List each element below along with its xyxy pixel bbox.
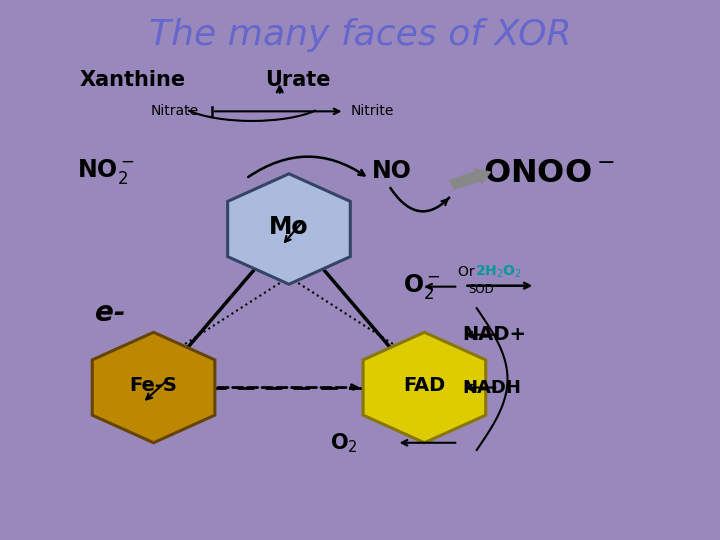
Text: O$_2$: O$_2$	[330, 431, 359, 455]
Polygon shape	[92, 332, 215, 443]
Text: NO$_2^-$: NO$_2^-$	[76, 157, 134, 186]
Text: NAD+: NAD+	[462, 325, 526, 344]
Polygon shape	[228, 174, 351, 284]
Text: Nitrate: Nitrate	[151, 104, 199, 118]
Polygon shape	[363, 332, 486, 443]
Text: 2H$_2$O$_2$: 2H$_2$O$_2$	[475, 264, 522, 280]
Text: Or: Or	[458, 265, 480, 279]
Text: Urate: Urate	[266, 70, 331, 90]
Text: O$_2^-$: O$_2^-$	[403, 272, 441, 301]
Text: Fe-S: Fe-S	[130, 376, 177, 395]
Text: e-: e-	[95, 299, 125, 327]
Text: Nitrite: Nitrite	[351, 104, 394, 118]
FancyArrow shape	[450, 169, 490, 189]
Text: NO: NO	[372, 159, 412, 184]
Text: Mo: Mo	[269, 214, 309, 239]
Text: Xanthine: Xanthine	[80, 70, 186, 90]
Text: ONOO$^-$: ONOO$^-$	[483, 158, 614, 190]
Text: SOD: SOD	[469, 282, 495, 295]
Text: FAD: FAD	[403, 376, 446, 395]
Text: NADH: NADH	[462, 379, 521, 396]
Text: The many faces of XOR: The many faces of XOR	[149, 18, 571, 52]
